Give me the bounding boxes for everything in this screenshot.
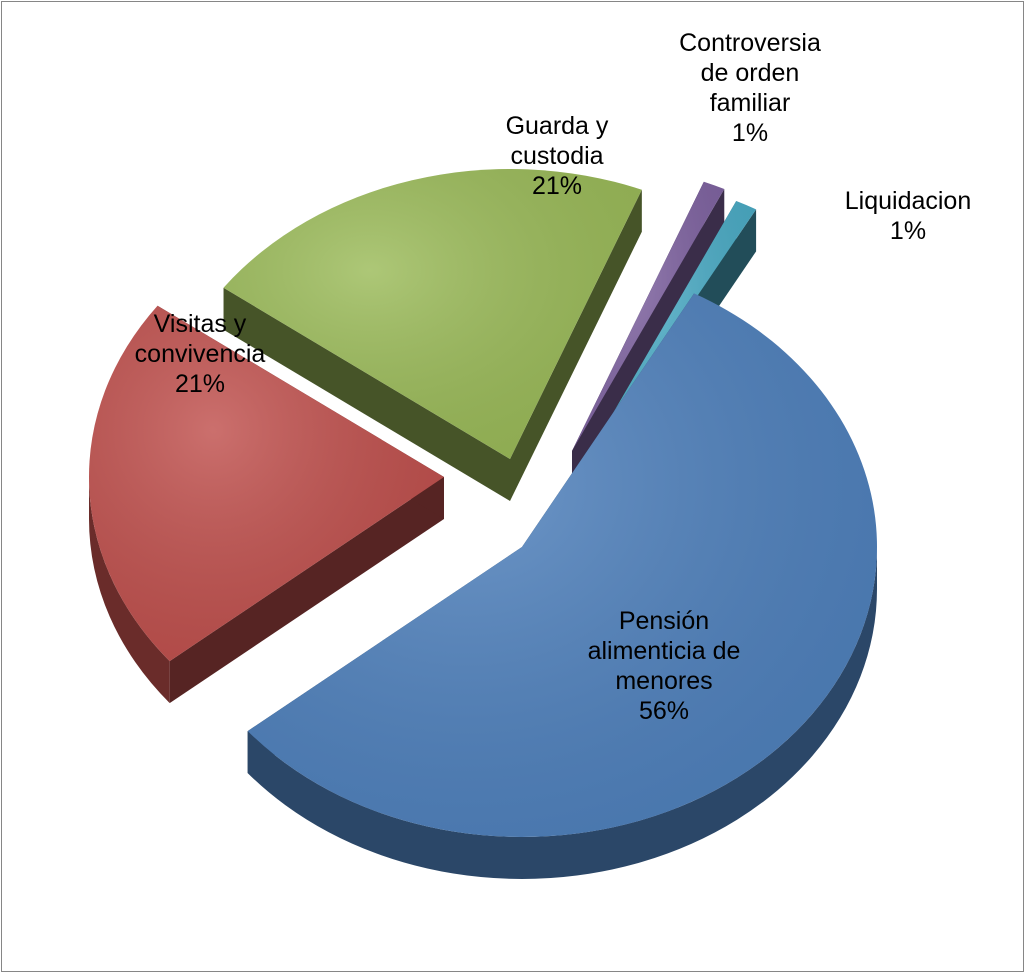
slice-label-2: Visitas y convivencia 21% — [135, 310, 266, 398]
slice-category-line: familiar — [710, 89, 791, 117]
slice-percent: 1% — [732, 119, 768, 147]
slice-percent: 21% — [175, 370, 225, 398]
slice-percent: 56% — [639, 697, 689, 725]
slice-percent: 21% — [532, 172, 582, 200]
slice-percent: 1% — [890, 217, 926, 245]
slice-category-line: Guarda y — [506, 112, 609, 140]
pie-slice-wall-1 — [247, 547, 878, 879]
slice-category-line: Liquidacion — [845, 187, 972, 215]
pie-slice-side-3 — [510, 189, 642, 501]
slice-category-line: Pensión — [619, 607, 709, 635]
slice-category-line: menores — [615, 667, 712, 695]
pie-slice-side-2 — [169, 477, 445, 704]
slice-category-line: custodia — [510, 142, 603, 170]
pie-slice-2 — [88, 305, 445, 704]
pie-slice-side-4 — [572, 189, 725, 493]
slice-label-1: Pensión alimenticia de menores 56% — [588, 607, 741, 725]
pie-slice-wall-2 — [89, 477, 170, 704]
slice-label-3: Guarda y custodia 21% — [506, 112, 609, 200]
pie-slice-1 — [247, 293, 878, 879]
pie-slice-3 — [223, 169, 642, 501]
slice-label-4: Controversia de orden familiar 1% — [679, 29, 821, 147]
slice-category-line: Visitas y — [154, 310, 247, 338]
slice-label-5: Liquidacion 1% — [845, 187, 972, 245]
pie-slice-4 — [572, 181, 725, 493]
slice-category-line: de orden — [701, 59, 800, 87]
pie-slice-side-3 — [223, 287, 510, 501]
slice-category-line: alimenticia de — [588, 637, 741, 665]
slice-category-line: Controversia — [679, 29, 821, 57]
slice-category-line: convivencia — [135, 340, 266, 368]
